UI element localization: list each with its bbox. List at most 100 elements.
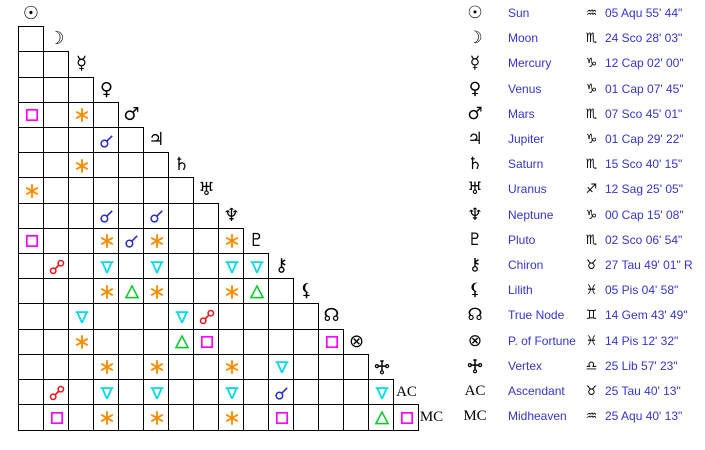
- grid-cell-mars-sun: [18, 101, 44, 128]
- grid-cell-pluto-sun: [18, 227, 44, 254]
- grid-cell-true_node-jupiter: [143, 303, 169, 330]
- grid-cell-chiron-uranus: [193, 253, 219, 280]
- grid-cell-pluto-jupiter: [143, 227, 169, 254]
- position-value: 25 Lib 57' 23": [605, 358, 678, 373]
- grid-cell-mercury-moon: [43, 51, 69, 78]
- venus-glyph: ♀: [99, 78, 114, 100]
- true_node-glyph: ☊: [323, 305, 340, 327]
- uranus-glyph: ♅: [198, 179, 215, 201]
- grid-cell-chiron-jupiter: [143, 253, 169, 280]
- grid-diagonal-fortune: ⊗: [343, 328, 369, 355]
- sextile-aspect-icon: [225, 284, 238, 299]
- grid-cell-neptune-uranus: [193, 202, 219, 229]
- position-value: 15 Sco 40' 15": [605, 157, 683, 172]
- capricorn-sign-icon: ♑: [585, 81, 598, 97]
- grid-cell-lilith-venus: [93, 278, 119, 305]
- grid-cell-vertex-chiron: [268, 353, 294, 380]
- grid-cell-chiron-mercury: [68, 253, 94, 280]
- table-row-pluto: ♇ Pluto ♏ 02 Sco 06' 54": [450, 228, 705, 253]
- grid-cell-mc-mercury: [68, 404, 94, 432]
- grid-cell-lilith-pluto: [243, 278, 269, 305]
- grid-cell-pluto-mars: [118, 227, 144, 254]
- taurus-sign-icon: ♉: [585, 258, 598, 273]
- grid-cell-true_node-moon: [43, 303, 69, 330]
- grid-cell-jupiter-mars: [118, 127, 144, 154]
- trine-aspect-icon: [249, 284, 264, 299]
- grid-cell-fortune-true_node: [318, 328, 344, 355]
- quincunx-aspect-icon: [100, 260, 113, 273]
- grid-cell-fortune-moon: [43, 328, 69, 355]
- grid-cell-mc-fortune: [343, 404, 369, 432]
- table-row-true_node: ☊ True Node ♊ 14 Gem 43' 49": [450, 303, 705, 328]
- grid-diagonal-pluto: ♇: [243, 227, 269, 254]
- position-value: 00 Cap 15' 08": [605, 207, 684, 222]
- scorpio-sign-icon: ♏: [585, 232, 598, 248]
- grid-cell-mc-ac: [393, 404, 419, 432]
- grid-diagonal-vertex: [368, 353, 394, 380]
- grid-diagonal-ac: AC: [393, 379, 419, 406]
- grid-cell-pluto-uranus: [193, 227, 219, 254]
- grid-diagonal-mars: ♂: [118, 101, 144, 128]
- position-value: 14 Pis 12' 32": [605, 333, 679, 348]
- grid-cell-ac-pluto: [243, 379, 269, 406]
- square-aspect-icon: [200, 336, 213, 349]
- grid-cell-mc-mars: [118, 404, 144, 432]
- ac-glyph: AC: [464, 383, 486, 399]
- table-row-mars: ♂ Mars ♏ 07 Sco 45' 01": [450, 102, 705, 127]
- grid-cell-ac-fortune: [343, 379, 369, 406]
- table-row-mercury: ☿ Mercury ♑ 12 Cap 02' 00": [450, 51, 705, 76]
- grid-cell-fortune-saturn: [168, 328, 194, 355]
- conjunction-aspect-icon: [99, 134, 113, 148]
- grid-cell-ac-mars: [118, 379, 144, 406]
- grid-cell-venus-moon: [43, 76, 69, 103]
- grid-cell-mc-true_node: [318, 404, 344, 432]
- quincunx-aspect-icon: [100, 386, 113, 399]
- conjunction-aspect-icon: [274, 386, 288, 400]
- position-value: 24 Sco 28' 03": [605, 31, 683, 46]
- grid-cell-neptune-sun: [18, 202, 44, 229]
- planet-name: Mars: [508, 106, 535, 121]
- grid-cell-lilith-neptune: [218, 278, 244, 305]
- planet-name: Neptune: [508, 207, 554, 222]
- position-value: 25 Tau 40' 13": [605, 384, 681, 398]
- pluto-glyph: ♇: [467, 229, 483, 250]
- position-value: 25 Aqu 40' 13": [605, 409, 683, 424]
- planet-name: Venus: [508, 81, 542, 96]
- grid-cell-vertex-sun: [18, 353, 44, 380]
- grid-cell-true_node-neptune: [218, 303, 244, 330]
- grid-diagonal-mc: MC: [418, 404, 444, 431]
- sextile-aspect-icon: [100, 284, 113, 299]
- grid-cell-ac-moon: [43, 379, 69, 406]
- neptune-glyph: ♆: [223, 204, 240, 226]
- sextile-aspect-icon: [225, 234, 238, 249]
- true_node-glyph: ☊: [467, 305, 483, 326]
- grid-cell-vertex-uranus: [193, 353, 219, 380]
- grid-cell-lilith-moon: [43, 278, 69, 305]
- position-value: 02 Sco 06' 54": [605, 232, 683, 247]
- grid-cell-fortune-pluto: [243, 328, 269, 355]
- grid-cell-lilith-jupiter: [143, 278, 169, 305]
- grid-cell-lilith-mercury: [68, 278, 94, 305]
- mc-glyph: MC: [463, 408, 487, 425]
- sextile-aspect-icon: [225, 410, 238, 425]
- sextile-aspect-icon: [75, 108, 88, 123]
- grid-cell-vertex-fortune: [343, 353, 369, 380]
- trine-aspect-icon: [374, 410, 389, 425]
- grid-cell-saturn-jupiter: [143, 152, 169, 179]
- sextile-aspect-icon: [100, 410, 113, 425]
- table-row-moon: ☽ Moon ♏ 24 Sco 28' 03": [450, 26, 705, 51]
- grid-cell-uranus-saturn: [168, 177, 194, 204]
- grid-cell-chiron-pluto: [243, 253, 269, 280]
- grid-cell-chiron-saturn: [168, 253, 194, 280]
- grid-cell-uranus-mercury: [68, 177, 94, 204]
- trine-aspect-icon: [124, 284, 139, 299]
- position-value: 12 Sag 25' 05": [605, 182, 683, 197]
- grid-diagonal-venus: ♀: [93, 76, 119, 103]
- planet-name: Mercury: [508, 56, 552, 71]
- grid-diagonal-neptune: ♆: [218, 202, 244, 229]
- planet-name: Ascendant: [508, 384, 565, 398]
- grid-cell-mars-moon: [43, 101, 69, 128]
- opposition-aspect-icon: [199, 309, 214, 325]
- venus-glyph: ♀: [468, 78, 482, 99]
